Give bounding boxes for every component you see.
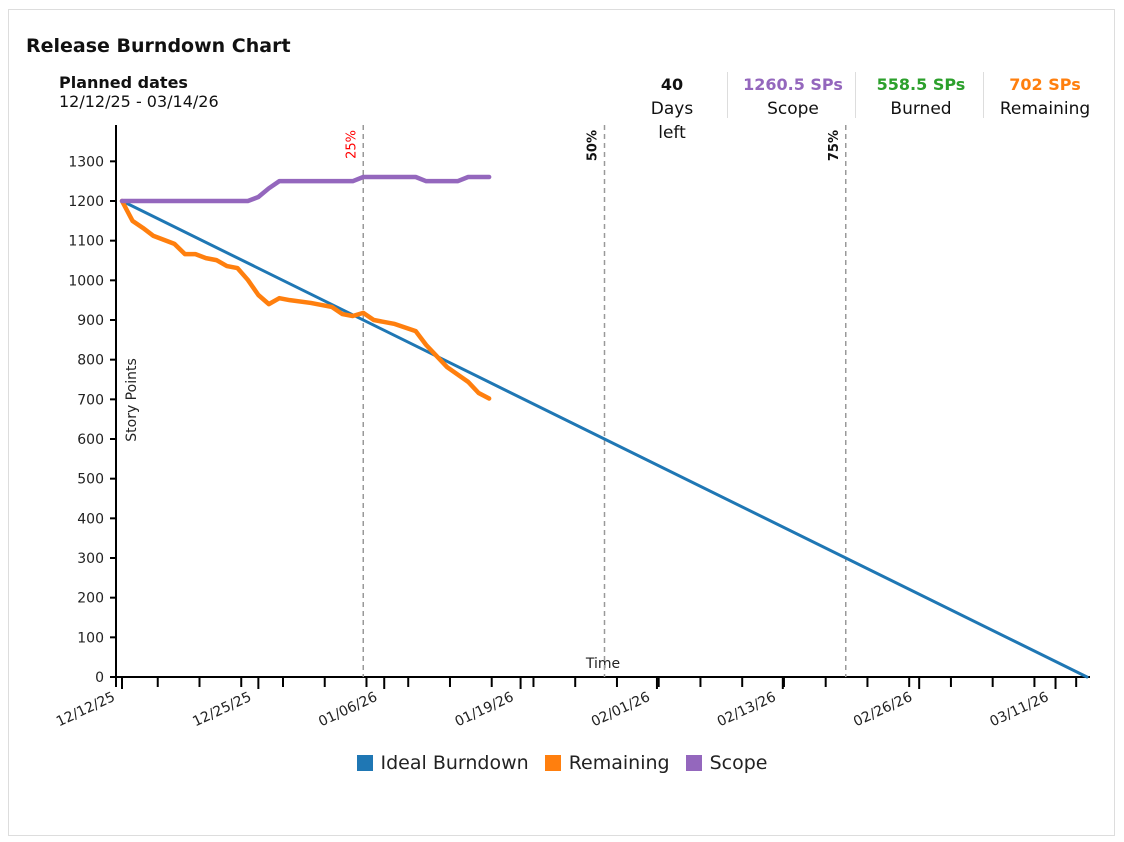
legend-label: Scope	[709, 752, 768, 774]
stat-days-left: 40 Days left	[642, 73, 702, 145]
legend-label: Ideal Burndown	[380, 752, 529, 774]
series-remaining	[119, 198, 492, 401]
y-tick-label: 300	[77, 551, 104, 567]
marker-label: 50%	[586, 130, 601, 161]
legend: Ideal Burndown Remaining Scope	[0, 752, 1124, 774]
y-tick-label: 600	[77, 432, 104, 448]
stat-burned: 558.5 SPs Burned	[871, 73, 971, 121]
planned-range: 12/12/25 - 03/14/26	[59, 92, 219, 111]
y-tick-label: 800	[77, 353, 104, 369]
stat-divider	[983, 72, 984, 118]
series-scope	[119, 174, 492, 204]
y-tick-label: 1000	[68, 273, 104, 289]
stat-label: Burned	[890, 99, 952, 119]
x-tick-label: 02/13/26	[715, 689, 779, 730]
y-tick-label: 1200	[68, 194, 104, 210]
y-tick-label: 500	[77, 472, 104, 488]
legend-label: Remaining	[568, 752, 670, 774]
x-axis-label: Time	[585, 656, 620, 672]
planned-dates: Planned dates 12/12/25 - 03/14/26	[59, 73, 219, 111]
marker-label: 75%	[827, 130, 842, 161]
y-tick-label: 400	[77, 511, 104, 527]
x-tick-label: 12/25/25	[190, 689, 254, 730]
stat-value: 702 SPs	[1009, 75, 1081, 94]
legend-swatch	[356, 755, 373, 771]
y-tick-label: 700	[77, 392, 104, 408]
stat-scope: 1260.5 SPs Scope	[738, 73, 848, 121]
x-tick-label: 01/19/26	[453, 689, 517, 730]
y-tick-label: 0	[95, 670, 104, 686]
chart-card	[8, 9, 1115, 836]
x-tick-label: 12/12/25	[54, 689, 118, 730]
x-tick-label: 03/11/26	[987, 689, 1051, 730]
stat-divider	[855, 72, 856, 118]
y-tick-label: 100	[77, 630, 104, 646]
stat-label: Scope	[767, 99, 819, 119]
y-tick-label: 200	[77, 591, 104, 607]
legend-item[interactable]: Scope	[685, 752, 768, 774]
legend-item[interactable]: Remaining	[544, 752, 670, 774]
series-ideal-burndown	[120, 199, 1089, 679]
y-axis-label: Story Points	[124, 358, 140, 442]
stat-value: 1260.5 SPs	[743, 75, 843, 94]
planned-label: Planned dates	[59, 73, 188, 92]
legend-swatch	[685, 755, 702, 771]
y-tick-label: 1100	[68, 234, 104, 250]
x-tick-label: 02/26/26	[851, 689, 915, 730]
y-tick-label: 900	[77, 313, 104, 329]
stat-label: Days left	[650, 99, 694, 143]
stat-value: 40	[660, 75, 684, 94]
x-tick-label: 02/01/26	[589, 689, 653, 730]
legend-item[interactable]: Ideal Burndown	[356, 752, 529, 774]
x-tick-label: 01/06/26	[316, 689, 380, 730]
stat-divider	[727, 72, 728, 118]
marker-label: 25%	[344, 130, 359, 159]
stat-label: Remaining	[999, 99, 1091, 119]
stat-remaining: 702 SPs Remaining	[995, 73, 1095, 121]
y-tick-label: 1300	[68, 154, 104, 170]
chart-title: Release Burndown Chart	[26, 35, 291, 57]
legend-swatch	[544, 755, 561, 771]
stat-value: 558.5 SPs	[876, 75, 966, 94]
